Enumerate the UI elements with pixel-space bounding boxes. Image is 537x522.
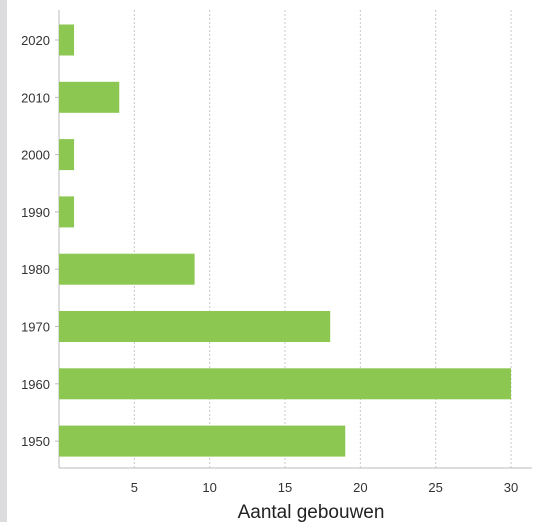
bar-2020: [59, 24, 75, 56]
y-tick-label-2020: 2020: [21, 33, 50, 48]
bar-1970: [59, 311, 331, 342]
bar-2000: [59, 139, 75, 171]
x-tick-labels: 5 10 15 20 25 30: [131, 480, 519, 495]
x-tick-label-20: 20: [353, 480, 367, 495]
y-tick-label-1960: 1960: [21, 377, 50, 392]
bar-1950: [59, 425, 346, 457]
bar-1980: [59, 253, 195, 285]
bar-2010: [59, 81, 120, 113]
x-tick-label-25: 25: [428, 480, 442, 495]
y-tick-label-2010: 2010: [21, 90, 50, 105]
x-axis-title: Aantal gebouwen: [238, 502, 385, 522]
x-tick-label-10: 10: [202, 480, 216, 495]
y-tick-label-2000: 2000: [21, 148, 50, 163]
y-tick-labels: 2020 2010 2000 1990 1980 1970 1960 1950: [21, 33, 59, 449]
x-tick-label-30: 30: [504, 480, 518, 495]
bar-1960: [59, 368, 511, 400]
bar-1990: [59, 196, 75, 228]
x-tick-label-15: 15: [278, 480, 292, 495]
left-edge-strip: [0, 0, 7, 522]
y-tick-label-1980: 1980: [21, 262, 50, 277]
x-tick-label-5: 5: [131, 480, 138, 495]
y-tick-label-1990: 1990: [21, 205, 50, 220]
y-tick-label-1970: 1970: [21, 320, 50, 335]
y-tick-label-1950: 1950: [21, 434, 50, 449]
bars-group: [59, 24, 511, 457]
